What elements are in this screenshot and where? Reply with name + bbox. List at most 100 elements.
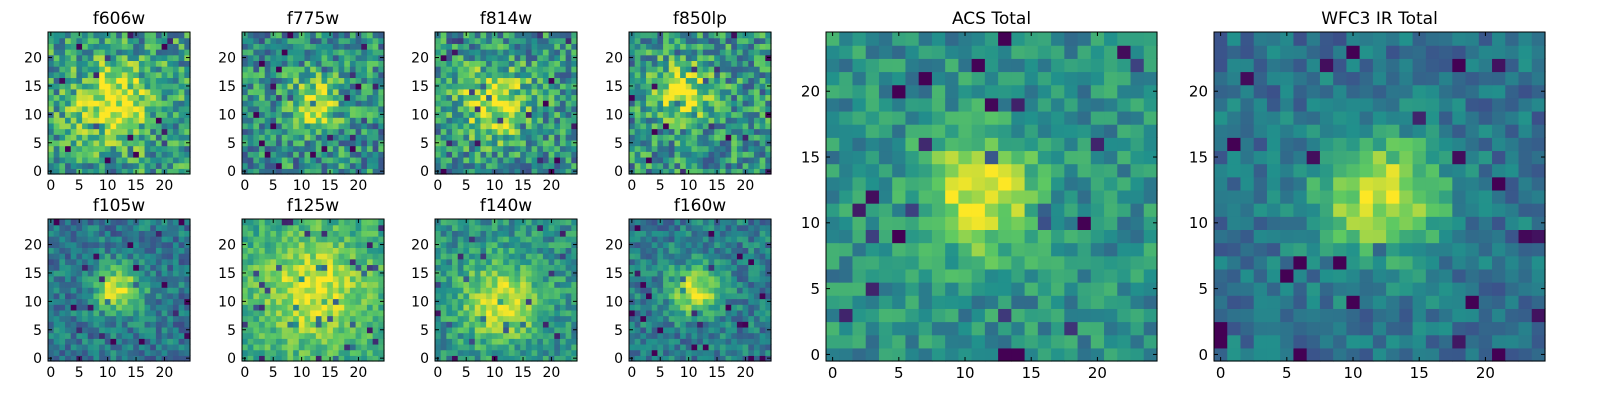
heatmap-cell — [48, 66, 55, 73]
heatmap-cell — [674, 355, 681, 362]
heatmap-cell — [554, 32, 561, 39]
heatmap-cell — [497, 247, 504, 254]
heatmap-cell — [372, 77, 379, 84]
heatmap-cell — [565, 77, 572, 84]
heatmap-cell — [144, 236, 151, 243]
heatmap-cell — [463, 241, 470, 248]
heatmap-cell — [293, 168, 300, 175]
heatmap-cell — [150, 264, 157, 271]
heatmap-cell — [514, 219, 521, 226]
heatmap-cell — [559, 304, 567, 311]
heatmap-cell — [491, 71, 499, 79]
heatmap-cell — [315, 71, 323, 79]
heatmap-cell — [321, 71, 328, 79]
heatmap-cell — [469, 162, 476, 169]
heatmap-cell — [452, 349, 459, 356]
heatmap-cell — [378, 224, 385, 231]
heatmap-cell — [765, 94, 772, 101]
heatmap-cell — [452, 134, 459, 141]
heatmap-cell — [452, 162, 459, 169]
heatmap-cell — [748, 338, 755, 345]
heatmap-cell — [293, 117, 300, 124]
heatmap-cell — [355, 281, 362, 288]
heatmap-cell — [144, 32, 151, 39]
heatmap-cell — [469, 151, 476, 158]
heatmap-cell — [508, 298, 516, 305]
heatmap-cell — [714, 83, 721, 90]
heatmap-cell — [680, 94, 687, 101]
heatmap-cell — [651, 83, 658, 90]
heatmap-cell — [172, 49, 180, 56]
heatmap-cell — [110, 60, 117, 67]
heatmap-cell — [144, 43, 151, 50]
heatmap-cell — [287, 309, 294, 317]
heatmap-cell — [474, 332, 482, 339]
heatmap-cell — [446, 105, 453, 113]
heatmap-cell — [629, 343, 636, 351]
heatmap-cell — [298, 298, 306, 305]
heatmap-cell — [93, 32, 100, 39]
heatmap-cell — [753, 326, 761, 334]
heatmap-cell — [629, 338, 636, 345]
heatmap-cell — [508, 224, 516, 231]
x-tick-label: 15 — [127, 365, 145, 381]
heatmap-cell — [315, 60, 323, 67]
heatmap-cell — [276, 315, 283, 322]
heatmap-cell — [53, 315, 60, 322]
heatmap-cell — [571, 117, 578, 124]
heatmap-cell — [702, 32, 710, 39]
heatmap-cell — [452, 343, 459, 351]
heatmap-cell — [474, 32, 482, 39]
heatmap-cell — [571, 338, 578, 345]
heatmap-cell — [731, 54, 738, 61]
heatmap-cell — [270, 224, 277, 231]
heatmap-cell — [53, 100, 60, 107]
heatmap-cell — [571, 105, 578, 113]
heatmap-cell — [104, 43, 112, 50]
heatmap-cell — [298, 236, 306, 243]
heatmap-cell — [646, 54, 653, 61]
heatmap-cell — [184, 37, 191, 44]
heatmap-cell — [310, 230, 317, 237]
heatmap-cell — [281, 309, 289, 317]
heatmap-cell — [640, 309, 647, 317]
heatmap-cell — [48, 145, 55, 152]
heatmap-cell — [525, 287, 533, 294]
heatmap-cell — [281, 156, 289, 164]
heatmap-cell — [503, 281, 510, 288]
heatmap-cell — [127, 151, 134, 158]
heatmap-cell — [452, 219, 459, 226]
heatmap-cell — [287, 37, 294, 44]
heatmap-cell — [646, 298, 653, 305]
heatmap-cell — [99, 128, 106, 135]
heatmap-cell — [76, 43, 83, 50]
heatmap-cell — [344, 139, 351, 147]
heatmap-cell — [565, 128, 572, 135]
heatmap-cell — [469, 264, 476, 271]
heatmap-cell — [293, 66, 300, 73]
heatmap-cell — [474, 60, 482, 67]
heatmap-cell — [121, 77, 129, 84]
heatmap-cell — [571, 128, 578, 135]
heatmap-cell — [242, 156, 249, 164]
heatmap-cell — [338, 139, 345, 147]
heatmap-cell — [542, 230, 550, 237]
heatmap-cell — [127, 264, 134, 271]
heatmap-cell — [372, 122, 379, 130]
heatmap-cell — [155, 117, 163, 124]
heatmap-cell — [548, 247, 555, 254]
heatmap-cell — [150, 304, 157, 311]
heatmap-cell — [59, 100, 66, 107]
heatmap-cell — [469, 94, 476, 101]
heatmap-cell — [702, 100, 710, 107]
heatmap-cell — [463, 162, 470, 169]
heatmap-cell — [133, 241, 140, 248]
heatmap-cell — [559, 287, 567, 294]
heatmap-cell — [293, 326, 300, 334]
heatmap-cell — [503, 37, 510, 44]
heatmap-cell — [304, 32, 311, 39]
heatmap-cell — [736, 83, 744, 90]
heatmap-cell — [178, 49, 185, 56]
heatmap-cell — [753, 105, 761, 113]
heatmap-cell — [116, 224, 123, 231]
